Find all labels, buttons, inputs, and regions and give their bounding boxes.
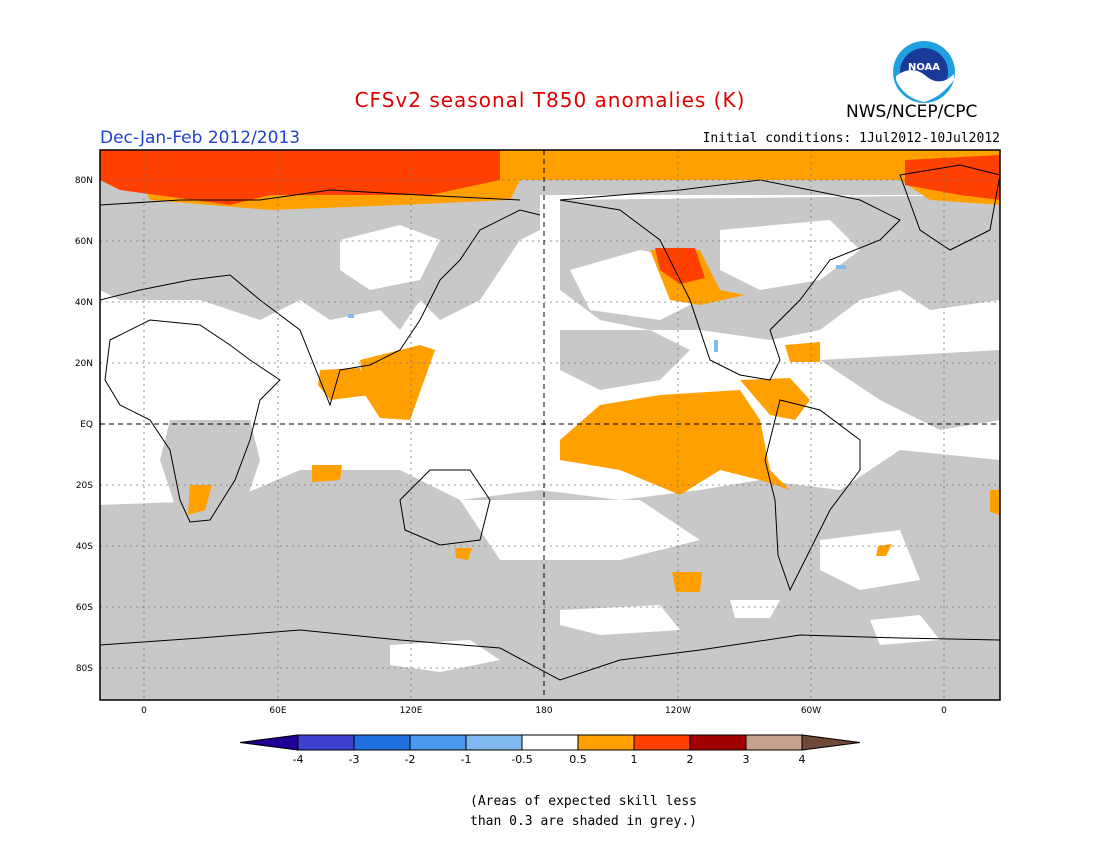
colorbar-segment (465, 734, 523, 751)
period-label: Dec-Jan-Feb 2012/2013 (100, 128, 301, 148)
equator-dateline (100, 150, 1000, 700)
lat-label: 20N (75, 359, 93, 369)
lat-label: 20S (76, 481, 93, 491)
grey-shading-note: (Areas of expected skill less than 0.3 a… (470, 792, 697, 832)
colorbar-label: 0.5 (569, 753, 587, 766)
map-frame (99, 149, 1001, 701)
light-blue-areas (348, 265, 846, 352)
initial-conditions-label: Initial conditions: 1Jul2012-10Jul2012 (702, 131, 1000, 146)
map-title: CFSv2 seasonal T850 anomalies (K) (354, 88, 746, 112)
lat-lon-grid (100, 150, 1000, 700)
colorbar-arrow-high (801, 734, 861, 751)
colorbar-segment (297, 734, 355, 751)
noaa-logo: NOAA (892, 40, 956, 104)
lat-label: 80N (75, 176, 93, 186)
coastlines (99, 164, 1001, 681)
colorbar-segment (409, 734, 467, 751)
colorbar (239, 734, 861, 751)
note-line-2: than 0.3 are shaded in grey.) (470, 814, 697, 829)
colorbar-segment (353, 734, 411, 751)
lat-label: EQ (80, 420, 93, 430)
colorbar-label: 2 (687, 753, 694, 766)
lat-label: 40S (76, 542, 93, 552)
colorbar-segment (577, 734, 635, 751)
colorbar-label: -1 (461, 753, 472, 766)
colorbar-segment (633, 734, 691, 751)
lon-label: 60W (801, 706, 821, 716)
lat-label: 80S (76, 664, 93, 674)
lat-label: 40N (75, 298, 93, 308)
colorbar-arrow-low (239, 734, 299, 751)
colorbar-segment (745, 734, 803, 751)
colorbar-label: -4 (293, 753, 304, 766)
colorbar-label: -2 (405, 753, 416, 766)
colorbar-label: 1 (631, 753, 638, 766)
note-line-1: (Areas of expected skill less (470, 794, 697, 809)
lon-label: 120E (400, 706, 423, 716)
lon-label: 60E (269, 706, 286, 716)
lon-label: 0 (941, 706, 947, 716)
lon-label: 120W (665, 706, 691, 716)
logo-text: NOAA (908, 62, 940, 73)
colorbar-label: 4 (799, 753, 806, 766)
colorbar-segment (689, 734, 747, 751)
colorbar-label: -3 (349, 753, 360, 766)
colorbar-label: 3 (743, 753, 750, 766)
red-anomaly-areas (100, 150, 1000, 284)
lat-label: 60S (76, 603, 93, 613)
lat-label: 60N (75, 237, 93, 247)
lon-label: 180 (535, 706, 552, 716)
agency-label: NWS/NCEP/CPC (846, 102, 978, 122)
colorbar-label: -0.5 (511, 753, 532, 766)
lon-label: 0 (141, 706, 147, 716)
colorbar-segment (521, 734, 579, 751)
